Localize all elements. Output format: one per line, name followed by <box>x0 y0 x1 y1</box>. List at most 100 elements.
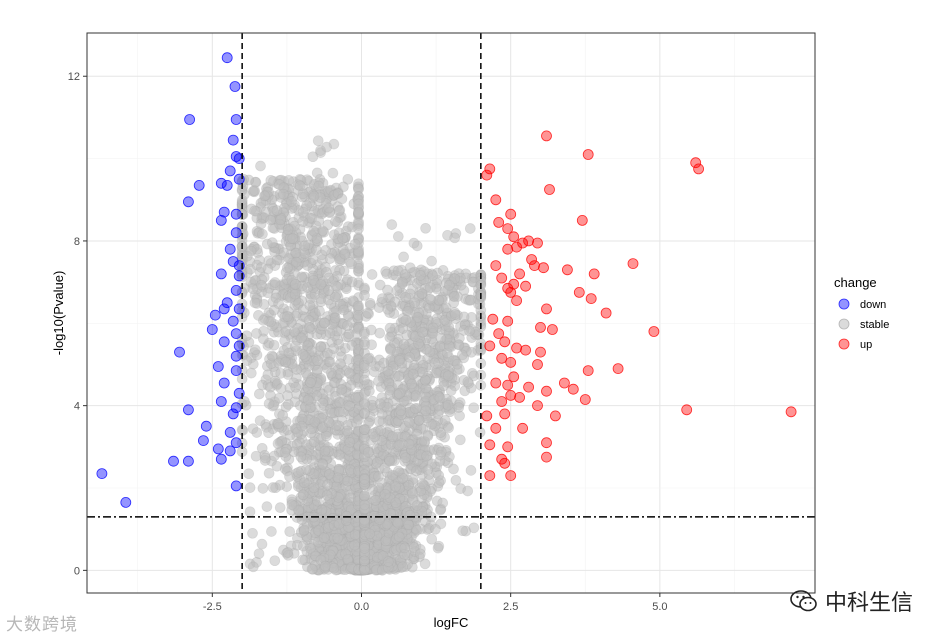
point-stable <box>254 415 266 426</box>
point-down <box>230 365 242 377</box>
point-stable <box>250 450 262 462</box>
point-stable <box>321 489 333 501</box>
point-down <box>96 468 108 480</box>
point-stable <box>400 291 411 303</box>
point-down <box>182 196 194 208</box>
point-stable <box>266 526 277 537</box>
legend-key-up <box>838 338 850 350</box>
point-stable <box>386 219 398 230</box>
point-stable <box>342 475 354 487</box>
point-stable <box>298 477 310 489</box>
point-up <box>502 315 514 327</box>
point-stable <box>330 280 342 292</box>
point-stable <box>426 255 437 267</box>
point-up <box>532 237 543 249</box>
point-up <box>502 243 514 255</box>
x-axis-ticks: -2.5 0.0 2.5 5.0 <box>203 593 668 613</box>
legend-label-up: up <box>860 339 872 351</box>
point-stable <box>309 416 321 428</box>
point-stable <box>286 499 298 510</box>
point-stable <box>290 341 301 352</box>
point-stable <box>413 414 425 426</box>
point-stable <box>315 279 327 290</box>
point-up <box>493 216 505 228</box>
point-stable <box>408 237 420 249</box>
point-stable <box>353 206 364 218</box>
point-stable <box>364 385 375 397</box>
point-stable <box>323 417 335 429</box>
point-stable <box>267 482 279 493</box>
point-stable <box>323 202 335 214</box>
point-stable <box>451 358 463 370</box>
point-up <box>520 280 531 292</box>
point-stable <box>359 339 370 351</box>
point-stable <box>319 445 331 457</box>
point-stable <box>308 436 320 448</box>
point-stable <box>393 370 405 382</box>
point-stable <box>398 395 410 407</box>
point-stable <box>307 151 319 163</box>
point-stable <box>288 326 300 338</box>
point-stable <box>268 339 280 351</box>
point-stable <box>407 368 419 380</box>
point-stable <box>370 494 381 506</box>
point-stable <box>366 484 378 495</box>
point-stable <box>294 180 306 192</box>
point-stable <box>393 439 405 451</box>
point-stable <box>269 277 281 288</box>
y-tick-label: 0 <box>74 565 80 577</box>
point-stable <box>376 293 388 304</box>
point-stable <box>434 392 446 404</box>
point-stable <box>359 398 370 410</box>
point-stable <box>407 487 418 499</box>
point-down <box>215 396 227 407</box>
point-stable <box>393 388 405 400</box>
point-stable <box>262 369 274 381</box>
point-stable <box>373 416 385 427</box>
point-stable <box>257 483 269 494</box>
point-down <box>230 328 242 340</box>
point-stable <box>406 378 418 390</box>
point-up <box>573 286 585 298</box>
point-stable <box>359 290 370 301</box>
point-stable <box>297 206 309 218</box>
point-stable <box>464 325 475 337</box>
point-stable <box>381 518 393 530</box>
point-stable <box>296 332 307 344</box>
point-stable <box>427 270 439 281</box>
point-stable <box>342 221 354 232</box>
point-stable <box>255 160 266 172</box>
point-stable <box>328 562 340 574</box>
point-stable <box>313 525 325 537</box>
point-stable <box>282 390 293 401</box>
point-up <box>579 394 591 405</box>
point-up <box>517 237 528 249</box>
point-down <box>120 496 132 508</box>
point-up <box>567 383 579 395</box>
point-up <box>496 396 508 407</box>
point-stable <box>449 291 460 302</box>
point-stable <box>379 488 391 500</box>
point-up <box>588 268 600 280</box>
y-tick-label: 12 <box>68 71 80 83</box>
point-stable <box>359 407 370 419</box>
point-stable <box>438 380 450 392</box>
point-stable <box>378 357 390 369</box>
point-stable <box>247 283 259 295</box>
point-up <box>535 321 546 333</box>
point-up <box>490 260 502 272</box>
point-down <box>200 420 212 432</box>
point-stable <box>338 181 349 193</box>
point-stable <box>359 514 370 526</box>
watermark-right-text: 中科生信 <box>824 591 913 616</box>
point-up <box>526 254 537 265</box>
point-stable <box>411 465 422 477</box>
point-stable <box>321 430 332 442</box>
point-down <box>206 324 218 335</box>
point-stable <box>395 405 407 417</box>
point-stable <box>382 556 394 567</box>
point-up <box>505 286 517 298</box>
point-stable <box>329 312 341 324</box>
point-stable <box>266 237 278 248</box>
point-stable <box>245 245 257 257</box>
